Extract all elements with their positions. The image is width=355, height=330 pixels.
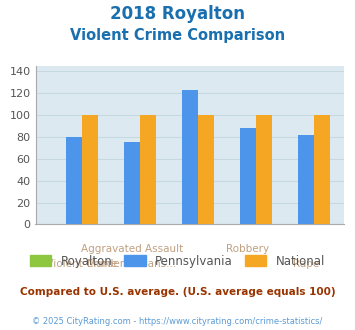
Bar: [198, 115, 214, 224]
Text: Rape: Rape: [293, 259, 319, 269]
Bar: [82, 115, 98, 224]
Bar: [140, 115, 156, 224]
Bar: [314, 115, 330, 224]
Bar: [66, 137, 82, 224]
Bar: [124, 143, 140, 224]
Bar: [182, 90, 198, 224]
Text: All Violent Crime: All Violent Crime: [30, 259, 118, 269]
Legend: Royalton, Pennsylvania, National: Royalton, Pennsylvania, National: [26, 250, 329, 273]
Text: Murder & Mans...: Murder & Mans...: [87, 259, 176, 269]
Text: Violent Crime Comparison: Violent Crime Comparison: [70, 28, 285, 43]
Bar: [256, 115, 272, 224]
Text: Aggravated Assault: Aggravated Assault: [81, 244, 183, 254]
Text: © 2025 CityRating.com - https://www.cityrating.com/crime-statistics/: © 2025 CityRating.com - https://www.city…: [32, 317, 323, 326]
Text: Robbery: Robbery: [226, 244, 269, 254]
Bar: [240, 128, 256, 224]
Text: 2018 Royalton: 2018 Royalton: [110, 5, 245, 23]
Bar: [298, 135, 314, 224]
Text: Compared to U.S. average. (U.S. average equals 100): Compared to U.S. average. (U.S. average …: [20, 287, 335, 297]
